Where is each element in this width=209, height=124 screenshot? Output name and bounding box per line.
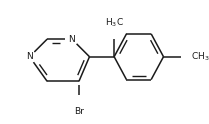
Text: N: N	[26, 52, 33, 61]
Text: N: N	[69, 35, 75, 44]
Text: Br: Br	[74, 107, 84, 116]
Text: CH$_3$: CH$_3$	[191, 50, 209, 63]
Text: H$_3$C: H$_3$C	[105, 17, 124, 29]
